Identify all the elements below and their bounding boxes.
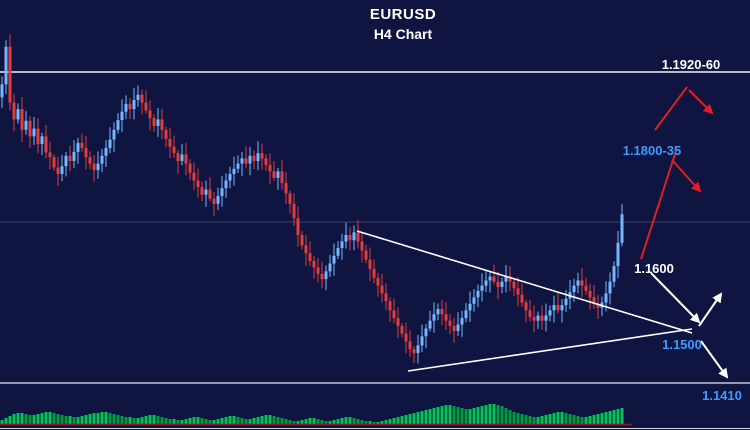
price-annotation: 1.1600: [634, 261, 674, 276]
candles-layer: [0, 34, 624, 364]
price-annotation: 1.1410: [702, 388, 742, 403]
price-annotation: 1.1920-60: [662, 57, 721, 72]
histogram-layer: [0, 404, 632, 426]
red-down-from-1.1920: [688, 89, 714, 115]
red-down-from-1.1800: [671, 159, 702, 193]
trendlines-layer: [356, 230, 693, 372]
white-down-to-1.1410: [700, 340, 729, 379]
annotations-layer: 1.1920-60 1.1800-35 1.1600 1.1500 1.1410: [623, 57, 742, 403]
red-up-to-1.1800: [640, 150, 677, 260]
price-annotation: 1.1500: [662, 337, 702, 352]
arrows-layer: [640, 86, 729, 379]
red-up-to-1.1920: [654, 86, 688, 131]
triangle-upper: [356, 230, 693, 334]
white-down-to-1.1500: [650, 272, 701, 324]
triangle-lower: [407, 328, 693, 372]
white-bounce-up: [698, 292, 723, 327]
price-annotation: 1.1800-35: [623, 143, 682, 158]
horizontal-lines: [0, 71, 750, 429]
